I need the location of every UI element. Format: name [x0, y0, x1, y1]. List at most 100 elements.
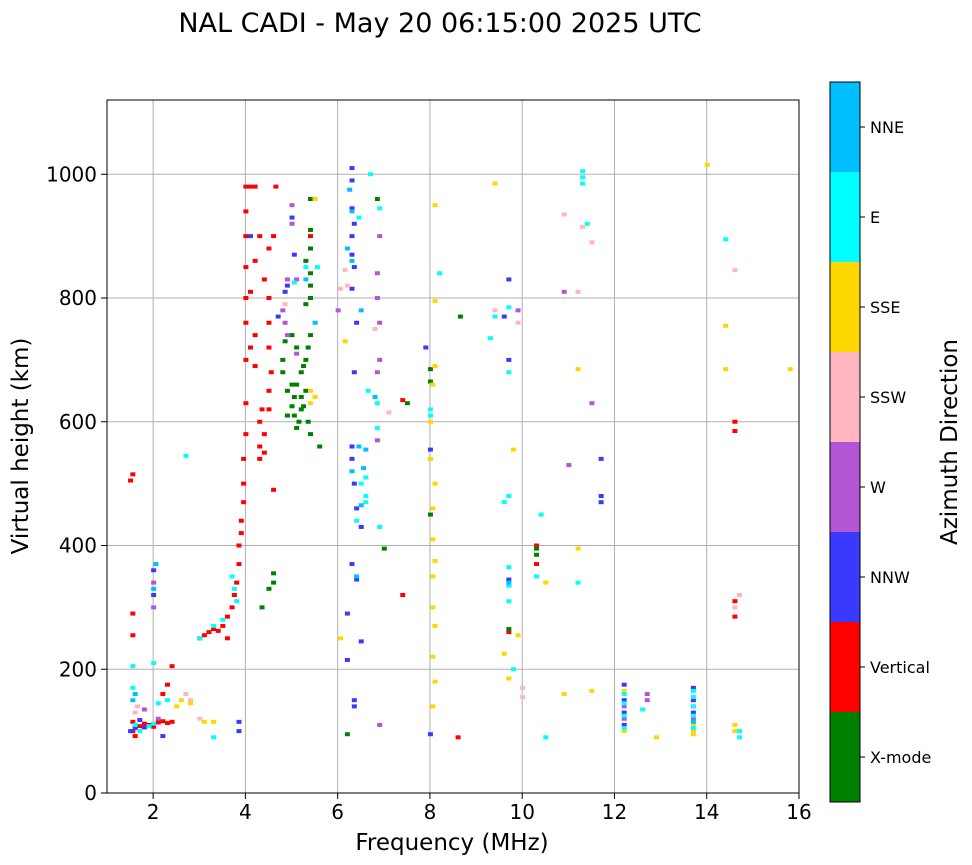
- data-point: [234, 580, 240, 585]
- data-point: [137, 717, 143, 722]
- data-point: [248, 345, 254, 350]
- data-point: [291, 413, 297, 418]
- data-point: [164, 721, 170, 726]
- colorbar-segment: [830, 352, 860, 442]
- data-point: [492, 308, 498, 313]
- data-point: [252, 258, 258, 263]
- data-point: [427, 447, 433, 452]
- data-point: [224, 614, 230, 619]
- data-point: [690, 729, 696, 734]
- data-point: [257, 444, 263, 449]
- data-point: [178, 698, 184, 703]
- colorbar-tick-label: NNE: [870, 118, 904, 137]
- data-point: [257, 419, 263, 424]
- data-point: [197, 636, 203, 641]
- data-point: [575, 580, 581, 585]
- data-point: [289, 215, 295, 220]
- data-point: [130, 719, 136, 724]
- colorbar-tick-label: X-mode: [870, 748, 931, 767]
- data-point: [337, 286, 343, 291]
- y-tick-label: 400: [59, 534, 97, 558]
- data-point: [151, 568, 157, 573]
- data-point: [351, 265, 357, 270]
- data-point: [243, 265, 249, 270]
- data-point: [427, 407, 433, 412]
- data-point: [356, 215, 362, 220]
- data-point: [561, 212, 567, 217]
- data-point: [561, 289, 567, 294]
- data-point: [430, 382, 436, 387]
- data-point: [151, 580, 157, 585]
- data-point: [130, 664, 136, 669]
- data-point: [427, 419, 433, 424]
- data-point: [282, 302, 288, 307]
- data-point: [621, 716, 627, 721]
- data-point: [298, 407, 304, 412]
- data-point: [132, 710, 138, 715]
- data-point: [510, 667, 516, 672]
- data-point: [151, 593, 157, 597]
- data-point: [266, 246, 272, 251]
- data-point: [153, 562, 159, 567]
- data-point: [430, 506, 436, 511]
- data-point: [732, 268, 738, 273]
- data-points: [128, 162, 793, 740]
- data-point: [243, 320, 249, 325]
- data-point: [430, 537, 436, 542]
- data-point: [252, 364, 258, 369]
- data-point: [243, 401, 249, 406]
- data-point: [248, 289, 254, 294]
- data-point: [506, 630, 512, 635]
- data-point: [506, 583, 512, 588]
- data-point: [732, 729, 738, 734]
- data-point: [201, 633, 207, 638]
- data-point: [430, 704, 436, 709]
- data-point: [427, 379, 433, 384]
- data-point: [160, 692, 166, 696]
- data-point: [349, 166, 355, 171]
- data-point: [303, 258, 309, 263]
- data-point: [130, 685, 136, 690]
- data-point: [690, 713, 696, 718]
- data-point: [575, 289, 581, 294]
- plot-area-background: [107, 100, 799, 793]
- data-point: [289, 382, 295, 387]
- data-point: [231, 593, 237, 597]
- data-point: [515, 633, 521, 638]
- data-point: [506, 627, 512, 632]
- data-point: [361, 466, 367, 471]
- data-point: [356, 444, 362, 449]
- data-point: [404, 401, 410, 406]
- data-point: [252, 333, 258, 338]
- data-point: [271, 580, 277, 585]
- data-point: [690, 716, 696, 721]
- data-point: [259, 407, 265, 412]
- data-point: [271, 234, 277, 239]
- data-point: [317, 444, 323, 449]
- data-point: [575, 367, 581, 372]
- data-point: [266, 586, 272, 591]
- data-point: [534, 574, 540, 579]
- data-point: [224, 636, 230, 641]
- data-point: [354, 577, 360, 582]
- data-point: [314, 265, 320, 270]
- data-point: [732, 429, 738, 434]
- data-point: [303, 388, 309, 393]
- data-point: [268, 370, 274, 375]
- data-point: [151, 661, 157, 666]
- data-point: [141, 707, 147, 712]
- data-point: [644, 698, 650, 703]
- data-point: [575, 546, 581, 551]
- data-point: [598, 500, 604, 505]
- data-point: [243, 357, 249, 362]
- data-point: [301, 364, 307, 369]
- data-point: [291, 252, 297, 257]
- data-point: [252, 184, 258, 189]
- data-point: [307, 197, 313, 201]
- data-point: [155, 701, 161, 706]
- data-point: [342, 339, 348, 344]
- data-point: [506, 277, 512, 282]
- data-point: [381, 546, 387, 551]
- data-point: [294, 345, 300, 350]
- data-point: [374, 271, 380, 276]
